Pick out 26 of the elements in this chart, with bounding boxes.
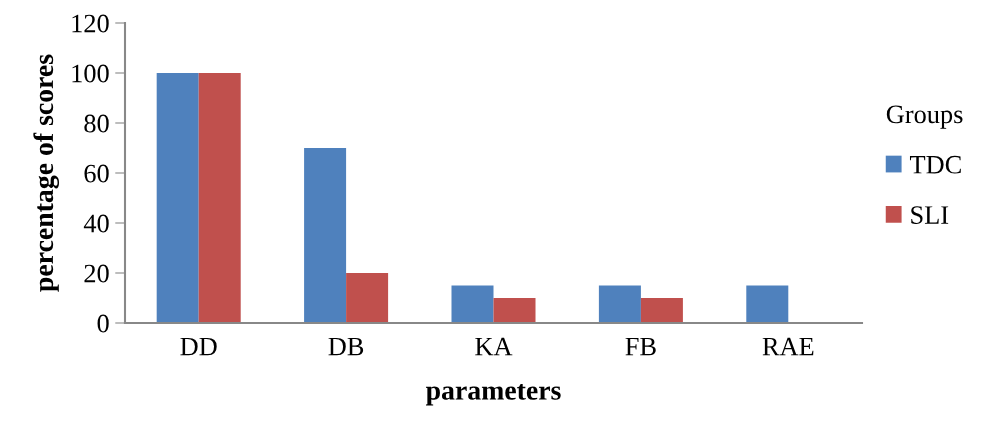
bar [198, 73, 241, 323]
legend-title: Groups [886, 105, 963, 129]
bar [493, 298, 536, 323]
bar [304, 148, 347, 323]
y-tick-label: 20 [84, 264, 109, 283]
bar [156, 73, 199, 323]
y-tick-label: 80 [84, 114, 109, 133]
bar [451, 285, 494, 323]
x-tick-label: KA [475, 337, 513, 356]
y-tick-label: 100 [72, 64, 109, 83]
bar [346, 273, 389, 323]
bar [598, 285, 641, 323]
x-axis-title: parameters [425, 383, 561, 406]
bar [640, 298, 683, 323]
legend-label: TDC [909, 155, 961, 174]
y-axis-title: percentage of scores [33, 54, 60, 292]
legend-label: SLI [911, 206, 949, 224]
y-tick-label: 120 [72, 14, 109, 33]
x-tick-label: DD [180, 337, 217, 356]
y-tick-label: 40 [83, 214, 109, 233]
x-tick-label: DB [328, 337, 364, 356]
y-tick-label: 60 [84, 164, 109, 183]
x-tick-label: RAE [762, 337, 814, 356]
bar [746, 285, 789, 323]
y-tick-label: 0 [97, 314, 109, 333]
x-tick-label: FB [625, 337, 656, 356]
